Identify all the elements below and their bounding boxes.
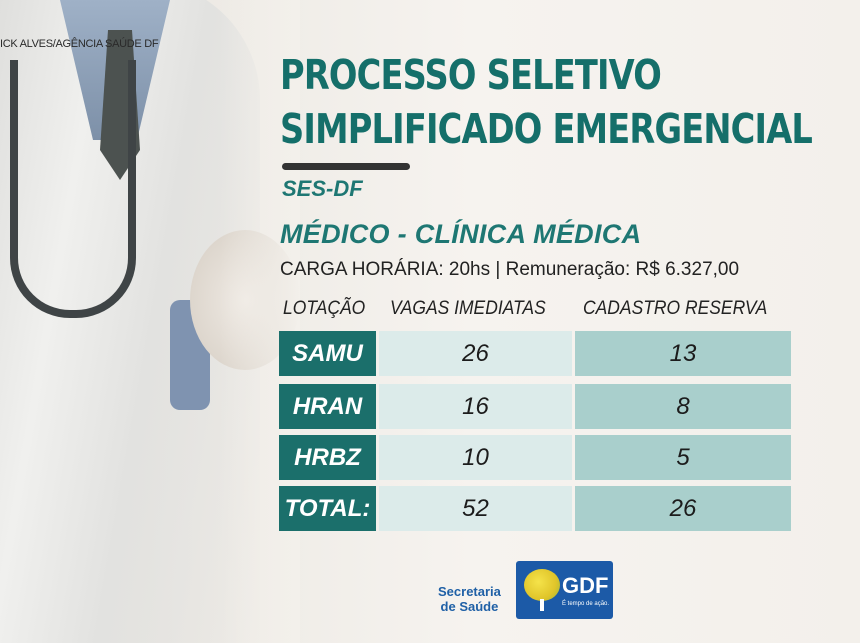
vagas-imediatas-value: 10 <box>379 435 572 480</box>
gdf-wordmark: GDF <box>562 573 609 598</box>
header-vagas-imediatas: VAGAS IMEDIATAS <box>390 298 546 319</box>
page-title: PROCESSO SELETIVO SIMPLIFICADO EMERGENCI… <box>280 48 813 156</box>
title-divider <box>282 163 410 170</box>
vagas-imediatas-total: 52 <box>379 486 572 531</box>
logo-text-line-1: Secretaria <box>438 584 501 599</box>
gdf-logo: GDF É tempo de ação. <box>516 561 613 619</box>
logo-text-line-2: de Saúde <box>440 599 499 614</box>
gdf-tagline: É tempo de ação. <box>562 601 610 607</box>
row-label: HRBZ <box>279 435 376 480</box>
table-row-total: TOTAL: 52 26 <box>279 486 791 531</box>
secretaria-saude-logo: Secretaria de Saúde <box>438 584 501 614</box>
photo-credit: ICK ALVES/AGÊNCIA SAÚDE DF <box>0 38 159 50</box>
row-label: HRAN <box>279 384 376 429</box>
title-line-1: PROCESSO SELETIVO <box>280 51 662 99</box>
row-label: SAMU <box>279 331 376 376</box>
subtitle: SES-DF <box>282 176 363 201</box>
table-row: HRAN 16 8 <box>279 384 791 429</box>
stethoscope-icon <box>10 60 136 318</box>
cadastro-reserva-total: 26 <box>575 486 791 531</box>
table-row: SAMU 26 13 <box>279 331 791 376</box>
photo-fade <box>220 0 300 643</box>
row-label: TOTAL: <box>279 486 376 531</box>
header-cadastro-reserva: CADASTRO RESERVA <box>583 298 768 319</box>
cadastro-reserva-value: 8 <box>575 384 791 429</box>
position-title: MÉDICO - CLÍNICA MÉDICA <box>280 219 642 249</box>
tree-trunk <box>540 599 544 611</box>
doctor-photo <box>0 0 300 643</box>
vagas-imediatas-value: 16 <box>379 384 572 429</box>
header-lotacao: LOTAÇÃO <box>283 298 366 319</box>
title-line-2: SIMPLIFICADO EMERGENCIAL <box>280 105 813 153</box>
cadastro-reserva-value: 5 <box>575 435 791 480</box>
tree-icon <box>524 569 560 601</box>
vagas-imediatas-value: 26 <box>379 331 572 376</box>
cadastro-reserva-value: 13 <box>575 331 791 376</box>
job-details: CARGA HORÁRIA: 20hs | Remuneração: R$ 6.… <box>280 259 740 280</box>
table-row: HRBZ 10 5 <box>279 435 791 480</box>
